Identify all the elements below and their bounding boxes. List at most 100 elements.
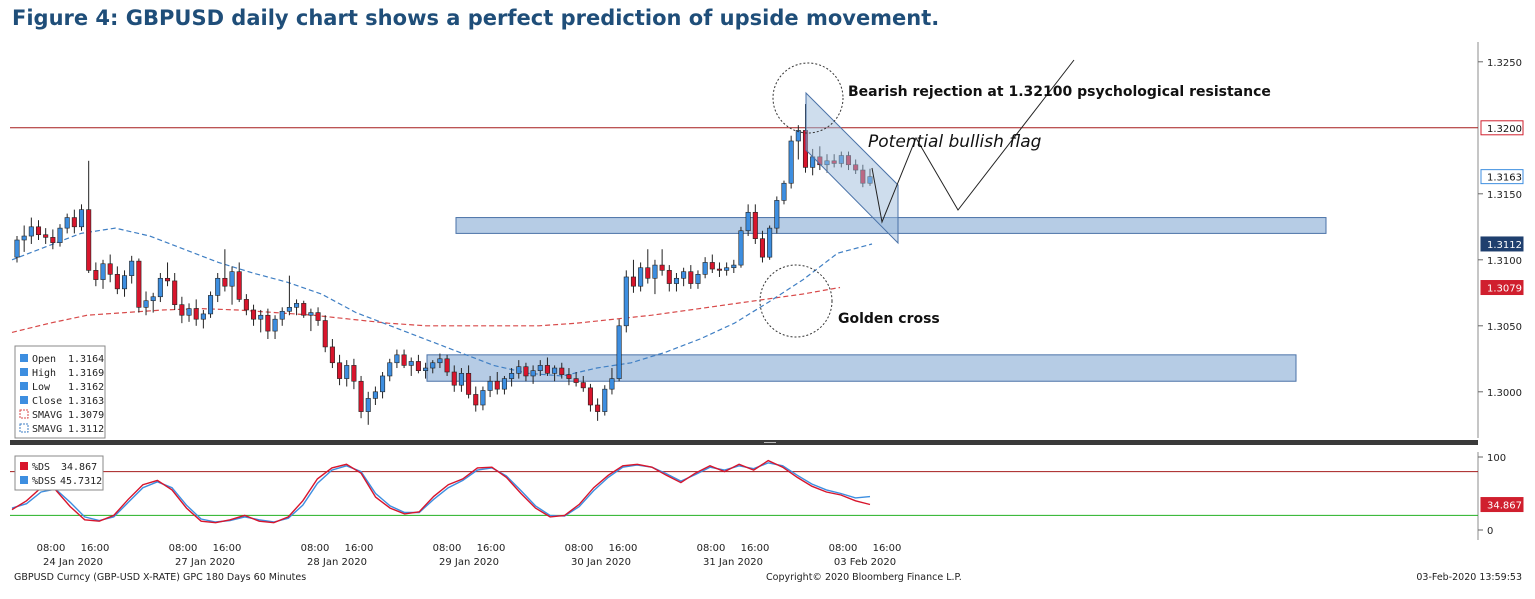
candle [358, 375, 364, 419]
candle-body [509, 373, 515, 379]
candle-body [552, 367, 558, 374]
candle-body [530, 370, 536, 377]
candle [200, 309, 206, 329]
candle-body [286, 307, 292, 312]
candle-body [738, 230, 744, 266]
candle [731, 259, 737, 273]
legend-marker [19, 409, 29, 419]
candle-body [86, 209, 92, 271]
time-tick-label: 08:00 [565, 543, 594, 554]
candle-body [380, 375, 386, 393]
candle-body [423, 367, 429, 371]
candle [702, 257, 708, 279]
candle-body [193, 308, 199, 320]
candle [516, 360, 522, 379]
candle [272, 315, 278, 339]
candle [301, 300, 307, 318]
price-legend-row: SMAVG 1.3079 [19, 409, 104, 421]
candle-body [516, 366, 522, 374]
candle [695, 270, 701, 289]
stoch-legend-marker-dss [20, 476, 28, 484]
candle-body [308, 312, 314, 316]
candle-body [681, 271, 687, 279]
candle-body [623, 276, 629, 327]
candle-body [630, 276, 636, 287]
candle-body [294, 303, 300, 308]
candle [258, 309, 264, 333]
date-tick-label: 28 Jan 2020 [307, 557, 367, 568]
candle-body [466, 373, 472, 395]
candle [781, 180, 787, 205]
candle [208, 291, 214, 318]
candle [466, 365, 472, 399]
candle [587, 383, 593, 412]
stoch-legend-ds-label: %DS [32, 462, 50, 473]
candle [28, 217, 34, 244]
candle [35, 220, 42, 240]
time-tick-label: 08:00 [37, 543, 66, 554]
stoch-tick-label: 100 [1487, 453, 1506, 464]
candle-body [788, 140, 794, 184]
candle-body [537, 365, 543, 371]
candle-body [559, 367, 565, 375]
candle [71, 209, 77, 234]
stoch-legend: %DS 34.867 %DSS 45.7312 [14, 455, 104, 491]
candle-body [451, 371, 457, 386]
candle-body [337, 362, 343, 379]
candle-body [329, 346, 335, 364]
candle-body [150, 296, 156, 302]
candle [78, 204, 85, 231]
candle-body [186, 308, 192, 316]
date-tick-label: 31 Jan 2020 [703, 557, 763, 568]
panel-separator[interactable] [10, 440, 1478, 445]
price-tag-box [1480, 169, 1524, 185]
candle [64, 213, 70, 234]
support-zone-2 [426, 354, 1297, 382]
candle-body [638, 267, 644, 287]
candle [552, 365, 558, 382]
candle-body [258, 314, 264, 320]
candle-body [759, 238, 766, 258]
candle-body [121, 275, 128, 290]
candle-body [136, 260, 142, 308]
candle [329, 339, 335, 369]
golden-cross-circle [759, 264, 833, 338]
candle [344, 360, 350, 387]
candle [645, 249, 651, 284]
candle [430, 360, 436, 374]
candle [788, 135, 794, 189]
annotation-bearish-rejection: Bearish rejection at 1.32100 psychologic… [848, 84, 1271, 100]
candle-body [179, 304, 185, 316]
time-tick-label: 08:00 [829, 543, 858, 554]
figure-title: Figure 4: GBPUSD daily chart shows a per… [12, 6, 940, 30]
candle [43, 228, 49, 244]
candle [673, 273, 679, 292]
candle [157, 273, 163, 303]
legend-label: High [32, 368, 56, 379]
legend-marker [20, 396, 28, 404]
candle-body [659, 264, 665, 271]
candle-body [315, 312, 321, 321]
price-tag-label: 1.3200 [1487, 124, 1522, 135]
candle [401, 349, 407, 369]
candle-body [616, 325, 622, 379]
candle [537, 360, 543, 376]
time-tick-label: 16:00 [345, 543, 374, 554]
candle-body [702, 262, 708, 275]
price-tick-label: 1.3250 [1487, 58, 1522, 69]
legend-value: 1.3079 [68, 410, 104, 421]
candle [487, 375, 493, 398]
candle-body [580, 382, 586, 389]
legend-value: 1.3164 [68, 354, 104, 365]
candle [688, 265, 694, 289]
price-tag-label: 1.3163 [1487, 173, 1522, 184]
candle-body [21, 235, 27, 241]
candle [251, 304, 257, 326]
candle-body [652, 264, 658, 279]
price-tag-box [1480, 280, 1524, 296]
date-tick-label: 24 Jan 2020 [43, 557, 103, 568]
sma-slow-line [11, 286, 841, 333]
candle [222, 249, 228, 292]
candle-body [673, 277, 679, 284]
candle [444, 354, 450, 376]
